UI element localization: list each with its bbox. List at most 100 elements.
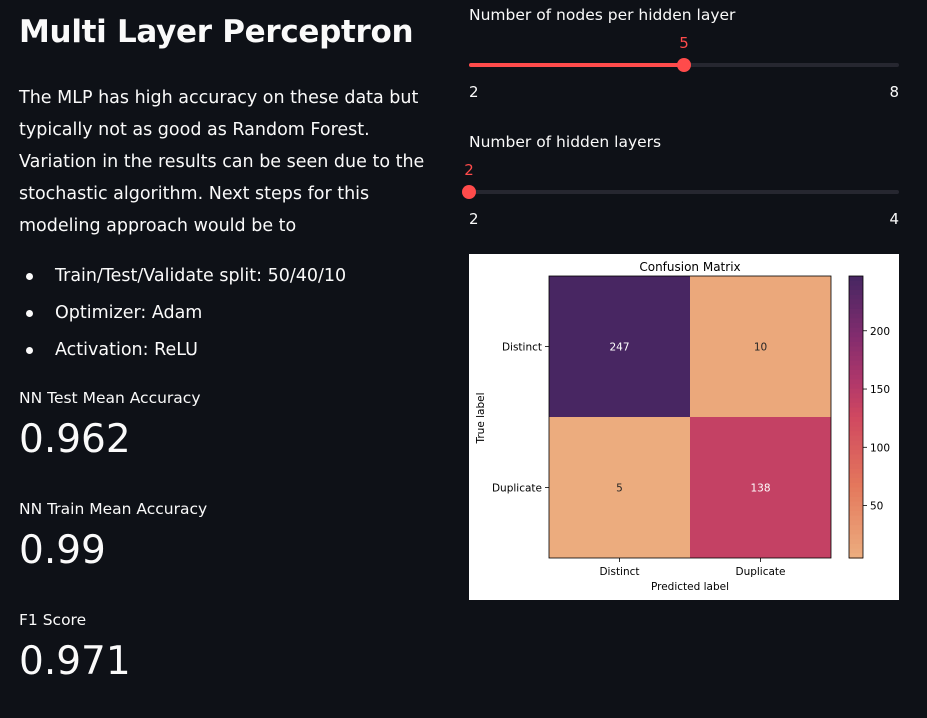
metric-train-accuracy: NN Train Mean Accuracy 0.99 — [19, 500, 207, 573]
cell-value-label: 247 — [609, 342, 629, 354]
colorbar-segment — [849, 280, 863, 286]
chart-title: Confusion Matrix — [639, 260, 740, 274]
colorbar-segment — [849, 468, 863, 474]
colorbar-segment — [849, 365, 863, 371]
colorbar-segment — [849, 341, 863, 348]
list-item-text: Train/Test/Validate split: 50/40/10 — [55, 266, 347, 286]
heatmap-cell — [690, 276, 831, 417]
colorbar-segment — [849, 398, 863, 404]
confusion-matrix-chart: Confusion Matrix Predicted label True la… — [469, 254, 899, 600]
slider-min-label: 2 — [469, 210, 479, 228]
colorbar-segment — [849, 501, 863, 507]
slider-fill — [469, 63, 684, 67]
colorbar-segment — [849, 304, 863, 310]
colorbar-segment — [849, 539, 863, 545]
slider-min-label: 2 — [469, 83, 479, 101]
slider-track[interactable] — [469, 190, 899, 194]
colorbar-segment — [849, 426, 863, 432]
colorbar-segment — [849, 294, 863, 301]
metric-label: NN Train Mean Accuracy — [19, 500, 208, 518]
colorbar-segment — [849, 473, 863, 479]
slider-control[interactable]: 5 2 8 — [469, 24, 899, 101]
slider-thumb[interactable] — [462, 185, 476, 199]
metric-f1-score: F1 Score 0.971 — [19, 611, 131, 684]
slider-label: Number of hidden layers — [469, 133, 662, 151]
colorbar-segment — [849, 402, 863, 409]
colorbar-segment — [849, 440, 863, 446]
heatmap-cell — [549, 276, 690, 417]
colorbar-segment — [849, 435, 863, 442]
colorbar-segment — [849, 511, 863, 517]
x-tick-label: Duplicate — [735, 566, 785, 578]
colorbar-segment — [849, 360, 863, 366]
metric-test-accuracy: NN Test Mean Accuracy 0.962 — [19, 389, 201, 462]
colorbar-tick-label: 100 — [870, 442, 890, 454]
y-tick-label: Distinct — [502, 342, 542, 354]
bullet-icon — [26, 347, 33, 354]
colorbar-segment — [849, 318, 863, 324]
colorbar-segment — [849, 548, 863, 554]
colorbar-segment — [849, 388, 863, 395]
colorbar-segment — [849, 543, 863, 550]
colorbar-segment — [849, 553, 863, 559]
colorbar-segment — [849, 351, 863, 357]
colorbar-segment — [849, 337, 863, 343]
bullet-icon — [26, 273, 33, 280]
colorbar-segment — [849, 525, 863, 531]
colorbar-segment — [849, 506, 863, 512]
colorbar-segment — [849, 417, 863, 423]
next-steps-list: Train/Test/Validate split: 50/40/10 Opti… — [19, 259, 346, 370]
list-item: Train/Test/Validate split: 50/40/10 — [19, 259, 346, 296]
metric-label: NN Test Mean Accuracy — [19, 389, 201, 407]
colorbar-segment — [849, 290, 863, 296]
colorbar-segment — [849, 520, 863, 526]
colorbar-segment — [849, 276, 863, 282]
colorbar-segment — [849, 445, 863, 451]
colorbar-segment — [849, 374, 863, 380]
x-axis-label: Predicted label — [651, 581, 729, 593]
colorbar-segment — [849, 323, 863, 329]
colorbar-segment — [849, 370, 863, 376]
slider-control[interactable]: 2 2 4 — [462, 151, 899, 228]
colorbar-segment — [849, 492, 863, 498]
colorbar-segment — [849, 459, 863, 465]
metric-value: 0.99 — [19, 528, 106, 573]
heatmap-cell — [690, 417, 831, 558]
colorbar-segment — [849, 421, 863, 427]
colorbar-segment — [849, 449, 863, 456]
colorbar-segment — [849, 407, 863, 413]
metric-value: 0.971 — [19, 639, 131, 684]
cell-value-label: 10 — [754, 342, 767, 354]
confusion-matrix-svg: Confusion Matrix Predicted label True la… — [475, 260, 890, 593]
y-tick-label: Duplicate — [492, 483, 542, 495]
colorbar-segment — [849, 534, 863, 540]
slider-nodes-per-layer: Number of nodes per hidden layer 5 2 8 — [469, 6, 899, 101]
colorbar-segment — [849, 332, 863, 338]
metric-value: 0.962 — [19, 417, 131, 462]
colorbar-segment — [849, 346, 863, 352]
x-tick-label: Distinct — [599, 566, 639, 578]
colorbar-tick-label: 150 — [870, 384, 890, 396]
colorbar-segment — [849, 379, 863, 385]
plot-frame — [548, 275, 832, 559]
list-item-text: Optimizer: Adam — [55, 303, 203, 323]
colorbar: 50 100 150 200 — [848, 275, 890, 559]
colorbar-segment — [849, 285, 863, 291]
slider-thumb[interactable] — [677, 58, 691, 72]
colorbar-segment — [849, 529, 863, 536]
description-text: The MLP has high accuracy on these data … — [19, 88, 425, 236]
heatmap-cells: 247 10 5 138 Distinct Duplicate Distinct Duplic… — [492, 275, 832, 578]
colorbar-segment — [849, 412, 863, 418]
colorbar-segment — [849, 299, 863, 305]
colorbar-segment — [849, 313, 863, 319]
metric-label: F1 Score — [19, 611, 87, 629]
cell-value-label: 5 — [616, 483, 623, 495]
bullet-icon — [26, 310, 33, 317]
colorbar-segment — [849, 384, 863, 390]
slider-hidden-layers: Number of hidden layers 2 2 4 — [462, 133, 899, 228]
colorbar-segment — [849, 308, 863, 315]
colorbar-segment — [849, 496, 863, 503]
colorbar-tick-label: 50 — [870, 501, 883, 513]
colorbar-segment — [849, 355, 863, 362]
